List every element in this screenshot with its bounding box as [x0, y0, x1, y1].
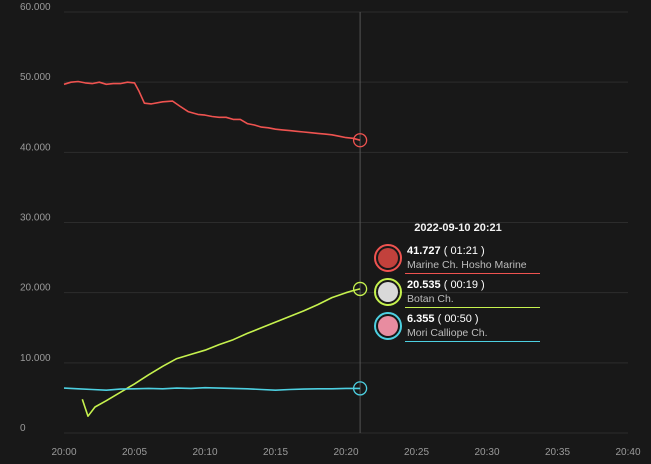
tooltip-value-line: 6.355 ( 00:50 )	[407, 313, 479, 325]
series-marker-1[interactable]	[352, 281, 368, 297]
avatar	[374, 244, 402, 272]
tooltip-row: 41.727 ( 01:21 ) Marine Ch. Hosho Marine	[372, 242, 544, 274]
tooltip-value: 41.727	[407, 245, 441, 257]
series-line-0	[63, 80, 361, 141]
x-tick-label: 20:40	[615, 447, 640, 458]
tooltip-value: 6.355	[407, 313, 435, 325]
series-marker-0[interactable]	[352, 133, 368, 148]
x-tick-label: 20:00	[51, 447, 76, 458]
series-line-2	[63, 386, 361, 391]
y-tick-label: 50.000	[20, 72, 51, 83]
x-tick-label: 20:30	[474, 447, 499, 458]
y-tick-label: 20.000	[20, 283, 51, 294]
y-tick-label: 60.000	[20, 2, 51, 13]
x-tick-label: 20:05	[122, 447, 147, 458]
tooltip-row: 20.535 ( 00:19 ) Botan Ch.	[372, 276, 544, 308]
tooltip-value: 20.535	[407, 279, 441, 291]
x-tick-label: 20:35	[545, 447, 570, 458]
avatar-image	[378, 316, 398, 336]
tooltip-channel-name: Marine Ch. Hosho Marine	[407, 259, 527, 271]
tooltip-duration: ( 00:19 )	[443, 279, 485, 291]
tooltip-row-underline	[405, 273, 540, 274]
tooltip-row-underline	[405, 341, 540, 342]
avatar-image	[378, 282, 398, 302]
axes: 0 10.000 20.000 30.000 40.000 50.000 60.000 20:…	[20, 2, 641, 458]
tooltip-duration: ( 00:50 )	[437, 313, 479, 325]
avatar	[374, 278, 402, 306]
y-tick-label: 40.000	[20, 142, 51, 153]
tooltip: 2022-09-10 20:21 41.727 ( 01:21 ) Marine …	[372, 222, 544, 344]
tooltip-date: 2022-09-10 20:21	[414, 222, 502, 234]
tooltip-rows: 41.727 ( 01:21 ) Marine Ch. Hosho Marine 2…	[372, 242, 544, 342]
tooltip-channel-name: Mori Calliope Ch.	[407, 327, 488, 339]
x-tick-label: 20:15	[263, 447, 288, 458]
tooltip-value-line: 41.727 ( 01:21 )	[407, 245, 485, 257]
tooltip-duration: ( 01:21 )	[443, 245, 485, 257]
x-tick-label: 20:20	[333, 447, 358, 458]
tooltip-channel-name: Botan Ch.	[407, 293, 454, 305]
series-lines	[63, 80, 368, 417]
avatar	[374, 312, 402, 340]
y-tick-label: 10.000	[20, 353, 51, 364]
tooltip-value-line: 20.535 ( 00:19 )	[407, 279, 485, 291]
y-tick-label: 30.000	[20, 213, 51, 224]
series-line-1	[81, 288, 361, 417]
series-marker-2[interactable]	[352, 381, 368, 396]
tooltip-row-underline	[405, 307, 540, 308]
avatar-image	[378, 248, 398, 268]
tooltip-row: 6.355 ( 00:50 ) Mori Calliope Ch.	[372, 310, 544, 342]
x-tick-label: 20:25	[404, 447, 429, 458]
x-tick-label: 20:10	[192, 447, 217, 458]
y-tick-label: 0	[20, 423, 26, 434]
